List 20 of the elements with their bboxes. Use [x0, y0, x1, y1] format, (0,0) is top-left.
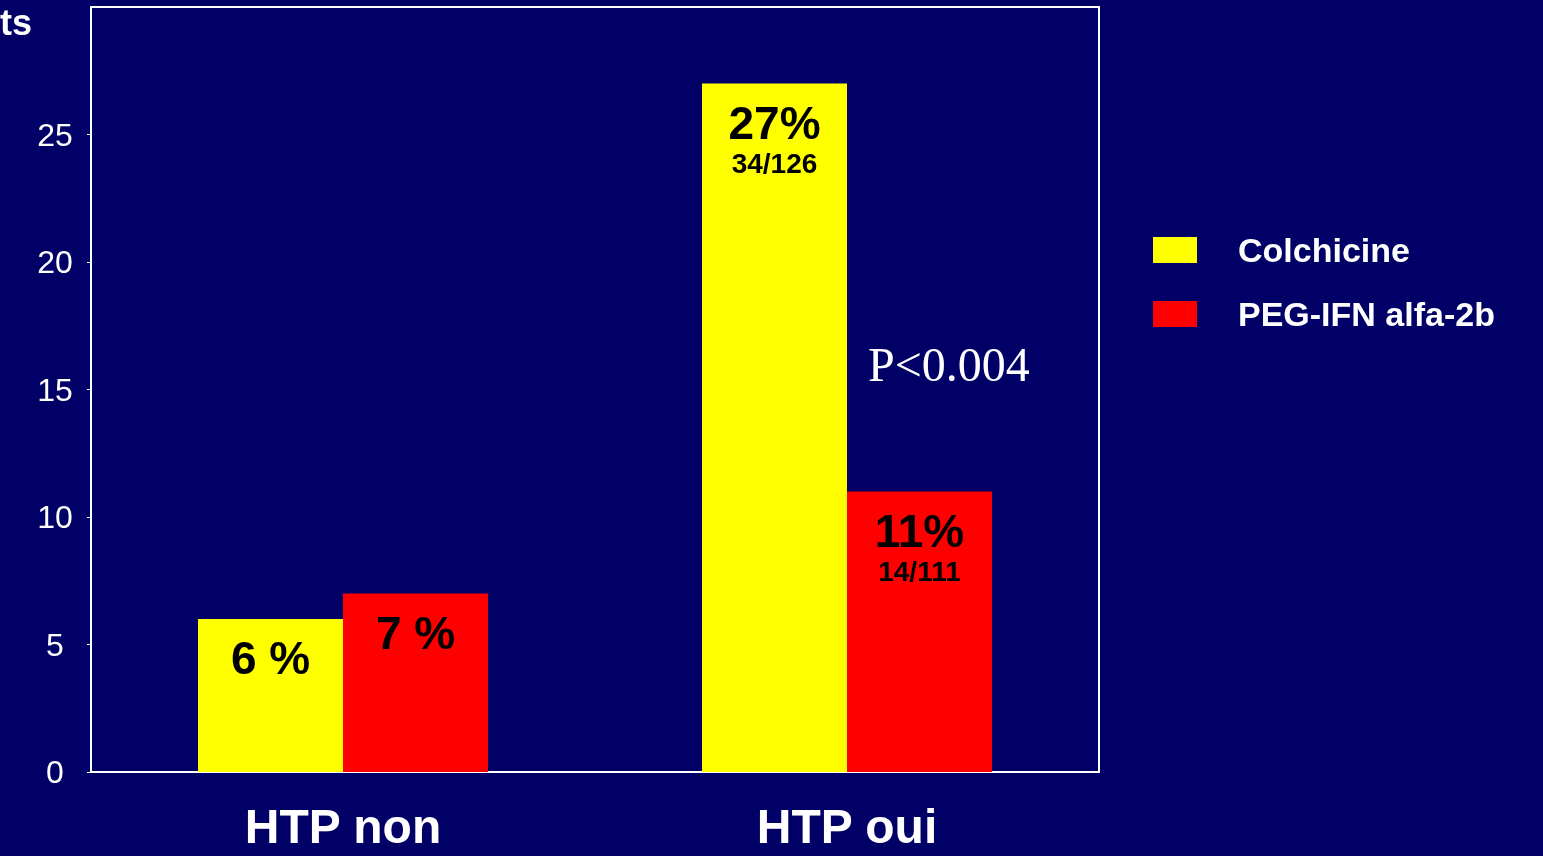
bar: [198, 619, 343, 772]
annotation: P<0.004: [868, 337, 1030, 391]
y-tick-label: 15: [37, 371, 73, 408]
legend-label: PEG-IFN alfa-2b: [1238, 295, 1495, 333]
data-label: 11% 14/111: [874, 504, 965, 587]
x-tick-label: HTP oui: [756, 799, 938, 853]
data-label: 27% 34/126: [728, 96, 821, 179]
bar: [847, 491, 992, 772]
y-tick-label: 5: [46, 626, 64, 663]
y-tick-label: 20: [37, 244, 73, 280]
bar: [343, 593, 488, 772]
bar: [702, 83, 847, 772]
data-label: 7 %: [375, 606, 456, 659]
y-tick-label: 25: [37, 116, 73, 153]
data-label: 6 %: [230, 632, 311, 684]
legend-label: Colchicine: [1238, 231, 1410, 269]
y-tick-label: 0: [46, 754, 64, 790]
y-axis-title: ts: [0, 1, 33, 43]
y-tick-label: 10: [37, 499, 73, 535]
x-tick-label: HTP non: [244, 799, 442, 853]
